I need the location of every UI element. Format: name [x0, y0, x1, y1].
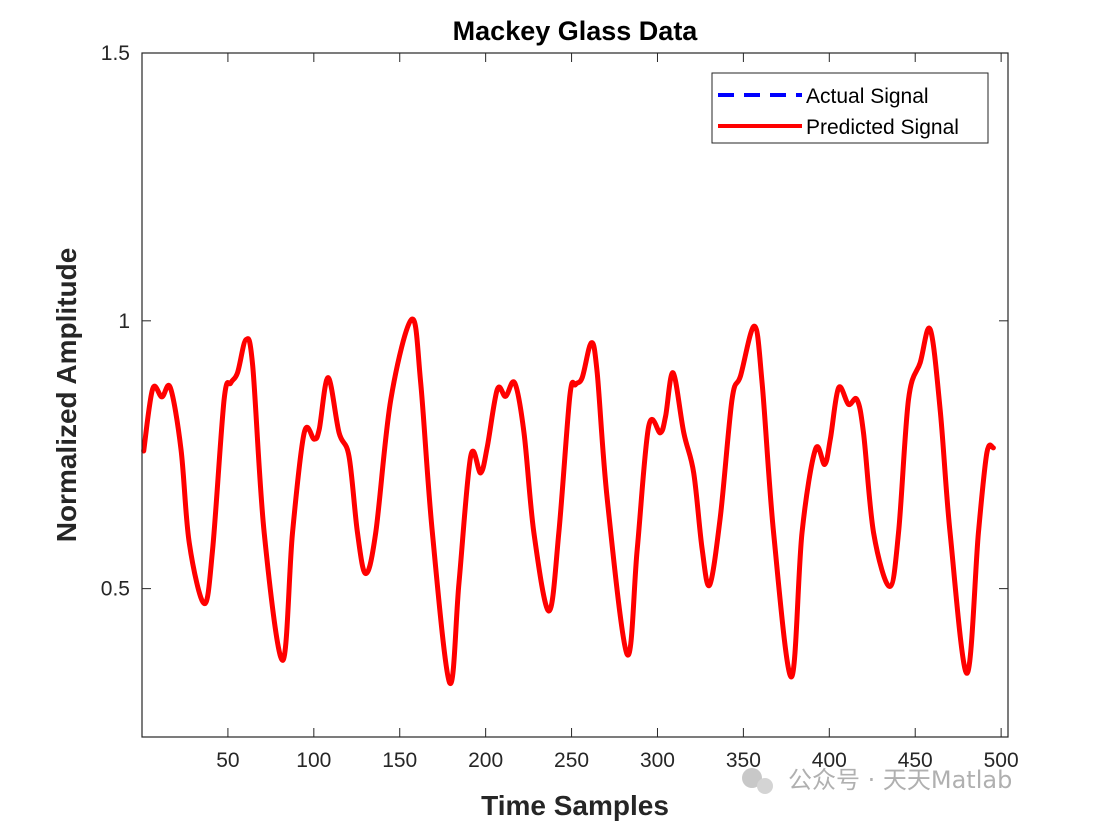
legend-label-actual: Actual Signal — [806, 85, 929, 108]
x-tick-label: 50 — [216, 749, 239, 772]
x-tick-label: 250 — [554, 749, 589, 772]
series-line-predicted-signal — [141, 316, 996, 686]
x-tick-label: 100 — [296, 749, 331, 772]
x-tick-label: 400 — [812, 749, 847, 772]
x-tick-label: 200 — [468, 749, 503, 772]
legend-box — [711, 72, 989, 144]
axes-box — [141, 52, 1009, 738]
watermark: 公众号 · 天天Matlab — [742, 766, 1012, 794]
wechat-icon — [742, 768, 762, 788]
x-tick-label: 150 — [382, 749, 417, 772]
y-axis-label: Normalized Amplitude — [51, 248, 82, 543]
y-tick-label: 1.5 — [101, 42, 130, 65]
y-tick-label: 0.5 — [101, 578, 130, 601]
watermark-text: 公众号 · 天天Matlab — [788, 766, 1012, 794]
wechat-icon-small — [757, 778, 773, 794]
x-tick-label: 450 — [898, 749, 933, 772]
y-tick-label: 1 — [118, 310, 130, 333]
x-tick-label: 500 — [984, 749, 1019, 772]
x-tick-label: 350 — [726, 749, 761, 772]
series-line-actual-signal — [141, 317, 996, 686]
x-tick-label: 300 — [640, 749, 675, 772]
x-axis-label: Time Samples — [481, 790, 669, 821]
chart-title: Mackey Glass Data — [453, 16, 699, 46]
legend: Actual Signal Predicted Signal — [711, 72, 989, 144]
legend-label-predicted: Predicted Signal — [806, 116, 959, 139]
plot-lines — [141, 316, 996, 686]
